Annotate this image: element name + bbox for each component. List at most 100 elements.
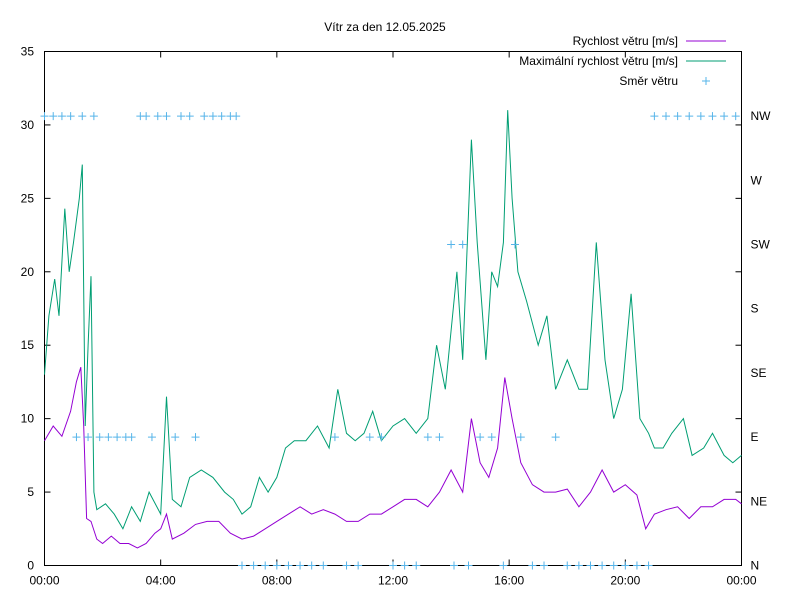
x-tick-label-1: 04:00: [146, 574, 176, 588]
direction-point: [191, 433, 200, 442]
series-1: [44, 110, 742, 530]
legend-label-1: Maximální rychlost větru [m/s]: [519, 54, 678, 68]
direction-point: [249, 561, 258, 570]
y2-tick-label-E: E: [751, 430, 759, 444]
direction-point: [540, 561, 549, 570]
direction-point: [342, 561, 351, 570]
series-line-0: [44, 367, 742, 549]
direction-point: [696, 112, 705, 121]
direction-point: [365, 433, 374, 442]
x-tick-label-3: 12:00: [378, 574, 408, 588]
direction-point: [586, 561, 595, 570]
direction-point: [400, 561, 409, 570]
y2-tick-label-SW: SW: [751, 238, 771, 252]
direction-point: [412, 561, 421, 570]
direction-point: [104, 433, 113, 442]
direction-point: [644, 561, 653, 570]
direction-point: [528, 561, 537, 570]
direction-point: [731, 112, 740, 121]
direction-point: [720, 112, 729, 121]
direction-point: [551, 433, 560, 442]
y2-tick-label-S: S: [751, 302, 759, 316]
direction-point: [153, 112, 162, 121]
direction-point: [89, 112, 98, 121]
direction-point: [673, 112, 682, 121]
chart-title: Vítr za den 12.05.2025: [324, 20, 446, 34]
series-2: [40, 112, 740, 570]
direction-point: [200, 112, 209, 121]
direction-point: [72, 433, 81, 442]
direction-point: [307, 561, 316, 570]
direction-point: [389, 561, 397, 570]
direction-point: [176, 112, 185, 121]
direction-point: [284, 561, 293, 570]
direction-point: [232, 112, 241, 121]
direction-point: [237, 561, 246, 570]
series-layer: [40, 110, 742, 570]
direction-point: [598, 561, 607, 570]
direction-point: [127, 433, 136, 442]
direction-point: [354, 561, 363, 570]
y-tick-label-25: 25: [21, 191, 35, 205]
plot-frame: [44, 51, 742, 566]
direction-point: [621, 561, 630, 570]
y2-tick-label-NE: NE: [751, 494, 768, 508]
x-tick-label-4: 16:00: [494, 574, 524, 588]
direction-point: [66, 112, 75, 121]
x-tick-label-0: 00:00: [29, 574, 59, 588]
legend-label-0: Rychlost větru [m/s]: [573, 34, 678, 48]
direction-point: [632, 561, 641, 570]
direction-point: [685, 112, 694, 121]
y2-tick-label-SE: SE: [751, 366, 767, 380]
direction-point: [162, 112, 171, 121]
series-line-1: [44, 110, 742, 530]
x-tick-label-5: 20:00: [610, 574, 640, 588]
direction-point: [296, 561, 305, 570]
axes: 0 5 10 15 20 25 30 35 00:00 04:00 08:00 12:00 16:00 2…: [21, 45, 772, 588]
direction-point: [57, 112, 66, 121]
direction-point: [499, 561, 508, 570]
legend-label-2: Směr větru: [619, 74, 678, 88]
direction-point: [261, 561, 270, 570]
direction-point: [510, 240, 519, 249]
direction-point: [49, 112, 58, 121]
direction-point: [217, 112, 226, 121]
y2-tick-label-W: W: [751, 173, 763, 187]
direction-point: [708, 112, 717, 121]
direction-point: [272, 561, 281, 570]
direction-point: [574, 561, 583, 570]
direction-point: [661, 112, 670, 121]
direction-point: [171, 433, 180, 442]
y-tick-label-30: 30: [21, 118, 35, 132]
y2-tick-label-NW: NW: [751, 109, 772, 123]
direction-point: [447, 240, 456, 249]
direction-point: [487, 433, 496, 442]
direction-point: [650, 112, 659, 121]
y-tick-label-5: 5: [27, 485, 34, 499]
direction-point: [95, 433, 104, 442]
direction-point: [458, 240, 467, 249]
direction-point: [423, 433, 432, 442]
x-tick-label-6: 00:00: [726, 574, 756, 588]
y-tick-label-35: 35: [21, 45, 35, 59]
direction-point: [330, 433, 339, 442]
y2-tick-label-N: N: [751, 559, 760, 573]
direction-point: [84, 433, 93, 442]
direction-point: [435, 433, 444, 442]
direction-point: [208, 112, 217, 121]
y-tick-label-15: 15: [21, 338, 35, 352]
direction-point: [78, 112, 87, 121]
y-tick-label-10: 10: [21, 412, 35, 426]
direction-point: [147, 433, 156, 442]
direction-point: [516, 433, 525, 442]
series-0: [44, 367, 742, 549]
y-tick-label-20: 20: [21, 265, 35, 279]
direction-point: [377, 433, 386, 442]
y-tick-label-0: 0: [27, 559, 34, 573]
direction-point: [185, 112, 194, 121]
direction-point: [40, 112, 49, 121]
direction-point: [113, 433, 122, 442]
x-tick-label-2: 08:00: [262, 574, 292, 588]
legend: Rychlost větru [m/s] Maximální rychlost v…: [519, 34, 726, 88]
